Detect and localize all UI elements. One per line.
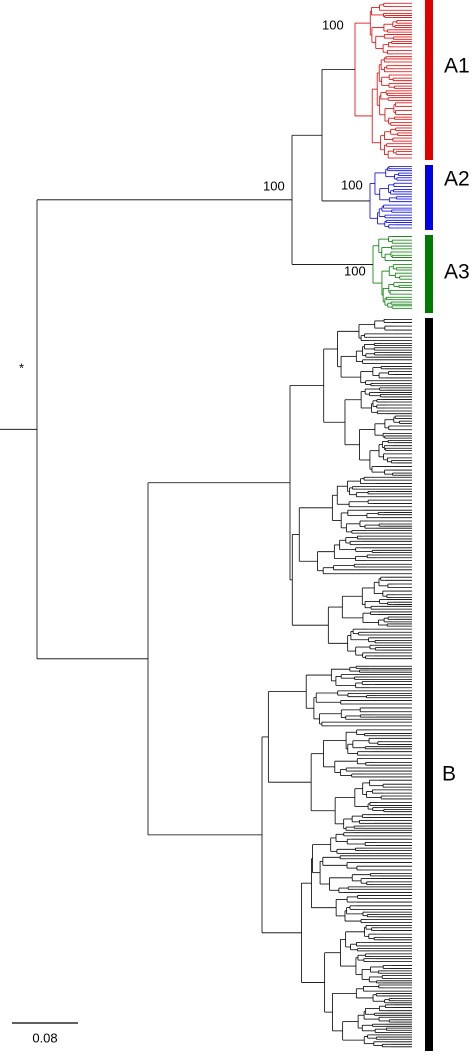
scale-label: 0.08 (32, 1030, 57, 1045)
support-label: 100 (344, 263, 366, 278)
clade-label: A3 (444, 261, 470, 284)
support-label: 100 (341, 177, 363, 192)
clade-bar (425, 318, 433, 1051)
root-label: * (19, 360, 24, 375)
clade-label: A1 (444, 55, 470, 78)
clade-label: B (442, 763, 456, 786)
support-label: 100 (322, 17, 344, 32)
clade-bar (425, 235, 433, 313)
clade-bar (425, 0, 433, 160)
branches (0, 2, 412, 1048)
support-label: 100 (263, 178, 285, 193)
clade-bar (425, 165, 433, 230)
clade-label: A2 (444, 168, 470, 191)
